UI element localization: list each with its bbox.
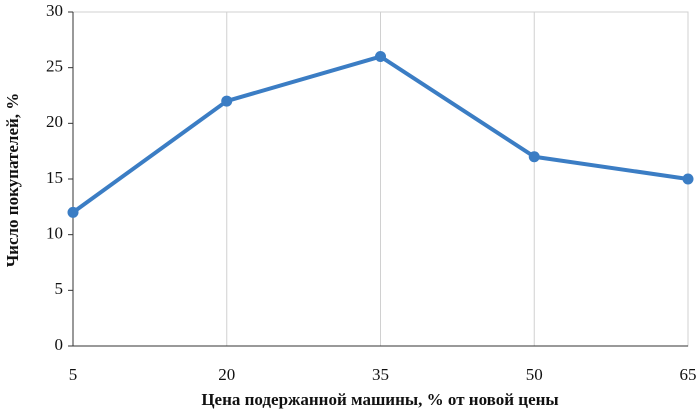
- data-point: [221, 95, 233, 107]
- x-tick-label: 20: [218, 365, 235, 384]
- y-tick-label: 25: [46, 57, 63, 76]
- data-point: [67, 206, 79, 218]
- y-tick-label: 15: [46, 168, 63, 187]
- x-tick-label: 50: [526, 365, 543, 384]
- x-tick-label: 65: [680, 365, 697, 384]
- x-tick-label: 35: [372, 365, 389, 384]
- data-point: [375, 51, 386, 63]
- y-tick-label: 30: [46, 1, 63, 20]
- y-axis-label: Число покупателей, %: [3, 93, 22, 268]
- y-tick-label: 10: [46, 224, 63, 243]
- y-tick-label: 0: [55, 335, 64, 354]
- y-tick-label: 20: [46, 112, 63, 131]
- data-point: [528, 151, 540, 163]
- data-point: [682, 173, 694, 185]
- y-tick-label: 5: [55, 279, 64, 298]
- x-axis-label: Цена подержанной машины, % от новой цены: [201, 390, 558, 409]
- x-tick-label: 5: [69, 365, 78, 384]
